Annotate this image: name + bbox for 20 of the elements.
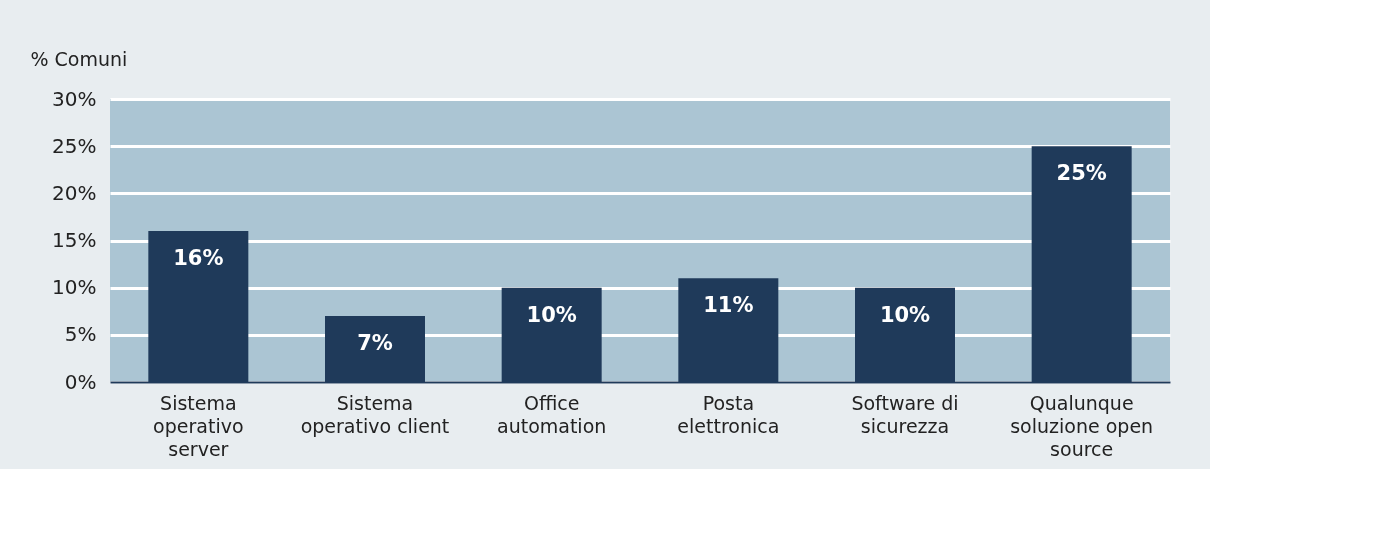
data-label: 25%: [1056, 161, 1107, 186]
x-tick-label: Sistema operativo client: [300, 391, 450, 437]
data-label: 10%: [879, 302, 931, 327]
data-label: 7%: [357, 330, 393, 355]
x-tick-label: Posta elettronica: [677, 391, 780, 437]
data-label: 10%: [526, 302, 577, 327]
y-tick-label: 0%: [64, 369, 97, 394]
y-axis-title: % Comuni: [30, 47, 128, 70]
y-tick-label: 10%: [52, 275, 97, 300]
y-tick-label: 30%: [52, 86, 97, 111]
y-tick-label: 15%: [52, 228, 97, 252]
x-tick-label: Sistema operativo server: [153, 391, 244, 460]
y-tick-label: 25%: [52, 133, 97, 158]
x-tick-label: Qualunque soluzione open source: [1010, 391, 1154, 460]
data-label: 11%: [703, 293, 754, 318]
x-tick-label: Software di sicurezza: [851, 391, 959, 437]
y-tick-label: 5%: [64, 322, 97, 347]
y-tick-label: 20%: [52, 180, 97, 205]
data-label: 16%: [173, 246, 224, 271]
x-tick-label: Office automation: [497, 391, 607, 437]
